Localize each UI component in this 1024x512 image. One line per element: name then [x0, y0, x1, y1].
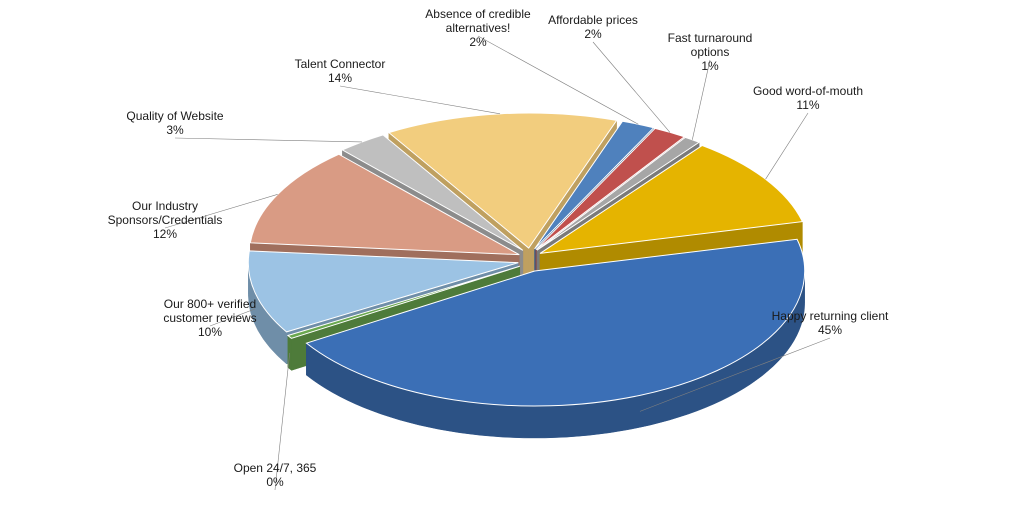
pie-chart: Absence of crediblealternatives!2%Afford…: [0, 0, 1024, 512]
leader-line: [340, 86, 500, 114]
slice-label-percent: 0%: [266, 475, 284, 489]
slice-label-percent: 10%: [198, 325, 222, 339]
slice-label-percent: 2%: [584, 27, 602, 41]
slice-label-percent: 3%: [166, 123, 184, 137]
slice-label: Talent Connector14%: [295, 57, 386, 85]
slice-label-text: Fast turnaround: [668, 31, 753, 45]
slice-label-text: Our Industry: [132, 199, 198, 213]
slice-label: Our 800+ verifiedcustomer reviews10%: [163, 297, 256, 339]
slice-label-percent: 1%: [701, 59, 719, 73]
leader-line: [478, 36, 638, 124]
slice-label: Fast turnaroundoptions1%: [668, 31, 753, 73]
slice-label-text: Quality of Website: [126, 109, 223, 123]
slice-label: Open 24/7, 3650%: [234, 461, 317, 489]
slice-label-text: Affordable prices: [548, 13, 638, 27]
leader-line: [766, 113, 808, 179]
slice-label-percent: 12%: [153, 227, 177, 241]
slice-label-text: alternatives!: [446, 21, 511, 35]
slice-label-text: options: [691, 45, 730, 59]
slice-label: Absence of crediblealternatives!2%: [425, 7, 531, 49]
slice-label-percent: 45%: [818, 323, 842, 337]
slice-label-text: Our 800+ verified: [164, 297, 256, 311]
leader-line: [175, 138, 362, 142]
slice-label-text: Sponsors/Credentials: [108, 213, 223, 227]
slice-label-text: Good word-of-mouth: [753, 84, 863, 98]
slice-label-percent: 2%: [469, 35, 487, 49]
slice-label-percent: 11%: [796, 98, 819, 112]
slice-label: Good word-of-mouth11%: [753, 84, 863, 112]
slice-label-percent: 14%: [328, 71, 352, 85]
slice-label-text: Open 24/7, 365: [234, 461, 317, 475]
slice-label-text: customer reviews: [163, 311, 256, 325]
slice-label-text: Happy returning client: [772, 309, 889, 323]
slice-label-text: Absence of credible: [425, 7, 531, 21]
slice-label-text: Talent Connector: [295, 57, 386, 71]
slice-label: Our IndustrySponsors/Credentials12%: [108, 199, 223, 241]
slice-label: Affordable prices2%: [548, 13, 638, 41]
slice-label: Quality of Website3%: [126, 109, 223, 137]
